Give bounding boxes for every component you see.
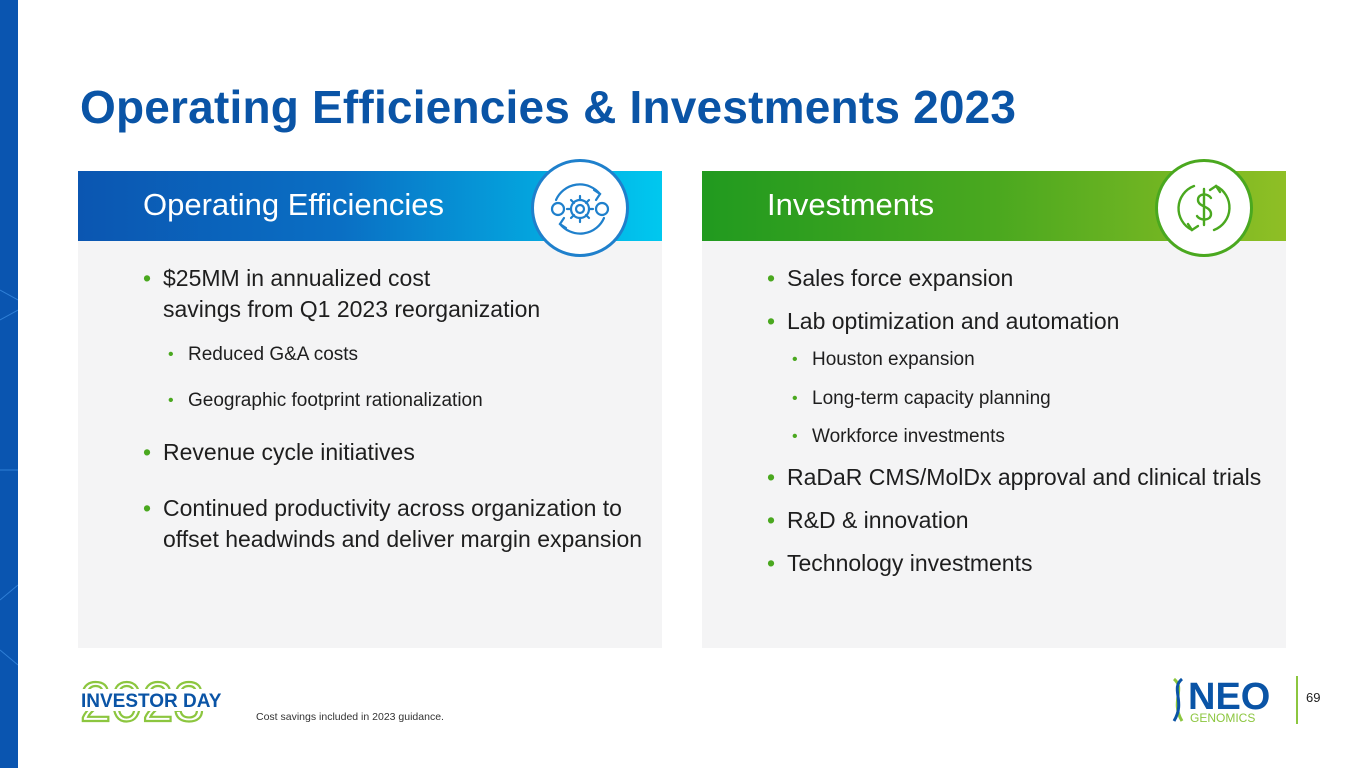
list-item: $25MM in annualized cost savings from Q1…: [143, 263, 643, 325]
panel-header: Investments: [702, 159, 1286, 257]
page-number: 69: [1306, 690, 1321, 705]
accent-bar-pattern-icon: [0, 289, 18, 666]
svg-text:INVESTOR DAY: INVESTOR DAY: [81, 691, 222, 712]
footnote: Cost savings included in 2023 guidance.: [256, 711, 444, 723]
list-item: Long-term capacity planning: [767, 387, 1272, 411]
left-accent-bar: [0, 0, 18, 768]
list-item: RaDaR CMS/MolDx approval and clinical tr…: [767, 462, 1272, 493]
bullet-text: savings from Q1 2023 reorganization: [163, 296, 541, 322]
list-item: Sales force expansion: [767, 263, 1272, 294]
footer-divider: [1296, 676, 1298, 724]
panel-header-label: Operating Efficiencies: [143, 187, 444, 222]
sub-bullet-text: Geographic footprint rationalization: [188, 390, 483, 411]
list-item: Lab optimization and automation: [767, 306, 1272, 337]
bullet-text: Continued productivity across organizati…: [163, 495, 643, 552]
list-item: R&D & innovation: [767, 505, 1272, 536]
bullet-text: Lab optimization and automation: [787, 308, 1120, 334]
bullet-text: Revenue cycle initiatives: [163, 439, 415, 465]
bullet-text: Technology investments: [787, 550, 1033, 576]
list-item: Workforce investments: [767, 425, 1272, 449]
sub-bullet-text: Reduced G&A costs: [188, 344, 359, 365]
investor-day-logo: 2023 INVESTOR DAY: [79, 669, 240, 734]
bullet-text: Sales force expansion: [787, 265, 1014, 291]
bullet-text: RaDaR CMS/MolDx approval and clinical tr…: [787, 464, 1262, 490]
list-item: Geographic footprint rationalization: [143, 389, 643, 413]
list-item: Continued productivity across organizati…: [143, 493, 643, 555]
sub-bullet-text: Houston expansion: [812, 349, 975, 370]
bullet-text: R&D & innovation: [787, 507, 969, 533]
svg-text:GENOMICS: GENOMICS: [1190, 711, 1255, 725]
investments-list: Sales force expansion Lab optimization a…: [767, 263, 1272, 579]
list-item: Houston expansion: [767, 348, 1272, 372]
list-item: Reduced G&A costs: [143, 343, 643, 367]
page-title: Operating Efficiencies & Investments 202…: [80, 81, 1017, 133]
panel-header: Operating Efficiencies: [78, 159, 662, 257]
bullet-text: $25MM in annualized cost: [163, 265, 431, 291]
efficiencies-list: $25MM in annualized cost savings from Q1…: [143, 263, 643, 555]
svg-text:NEO: NEO: [1188, 676, 1270, 718]
list-item: Revenue cycle initiatives: [143, 437, 643, 468]
neogenomics-logo: NEO GENOMICS: [1168, 675, 1280, 730]
sub-bullet-text: Workforce investments: [812, 426, 1005, 447]
gears-cycle-icon: [531, 159, 629, 257]
operating-efficiencies-panel: Operating Efficiencies: [78, 159, 662, 648]
investments-panel: Investments Sales force expansion Lab op…: [702, 159, 1286, 648]
dollar-cycle-icon: [1155, 159, 1253, 257]
sub-bullet-text: Long-term capacity planning: [812, 388, 1051, 409]
list-item: Technology investments: [767, 548, 1272, 579]
panel-header-label: Investments: [767, 187, 935, 222]
